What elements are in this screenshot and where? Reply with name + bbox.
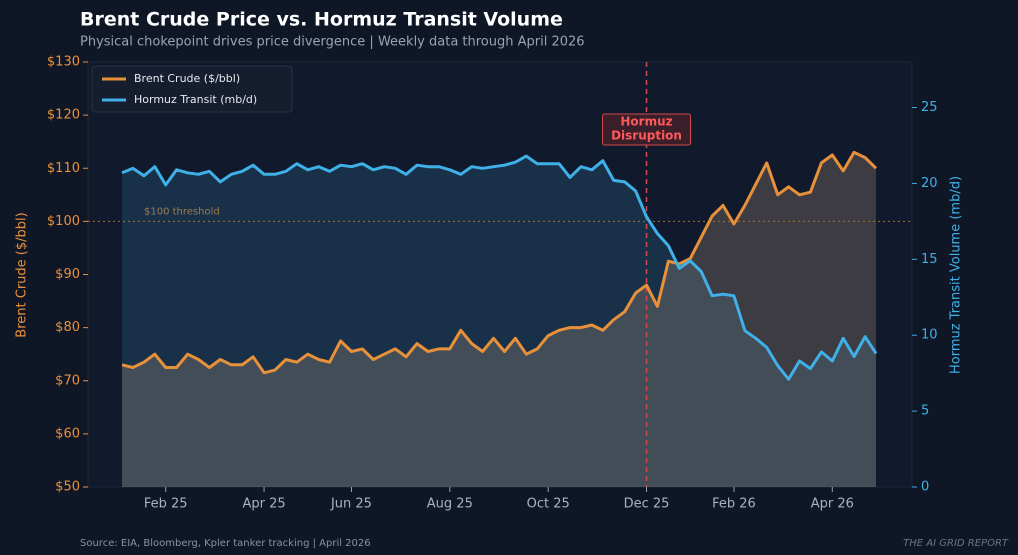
x-tick-label: Oct 25 <box>527 497 570 512</box>
y-tick-label: $100 <box>47 214 80 229</box>
area-fill <box>122 156 876 487</box>
y-tick-label: $130 <box>47 55 80 70</box>
source-note: Source: EIA, Bloomberg, Kpler tanker tra… <box>80 538 371 549</box>
x-tick-label: Feb 26 <box>712 497 756 512</box>
x-tick-label: Apr 26 <box>811 497 854 512</box>
y2-tick-label: 10 <box>921 328 938 343</box>
y-tick-label: $80 <box>55 320 80 335</box>
chart-subtitle: Physical chokepoint drives price diverge… <box>80 35 585 50</box>
y-tick-label: $60 <box>55 426 80 441</box>
y-tick-label: $70 <box>55 373 80 388</box>
event-label: Hormuz <box>620 115 672 129</box>
series-line <box>121 154 878 381</box>
series-line <box>121 150 878 375</box>
x-tick-label: Dec 25 <box>624 497 670 512</box>
y-tick-label: $90 <box>55 267 80 282</box>
legend-box <box>91 65 293 113</box>
y-tick-label: $50 <box>55 480 80 495</box>
legend-label: Brent Crude ($/bbl) <box>134 72 240 85</box>
threshold-label: $100 threshold <box>144 206 220 217</box>
x-tick-label: Jun 25 <box>330 497 372 512</box>
chart-title: Brent Crude Price vs. Hormuz Transit Vol… <box>80 9 563 31</box>
y-axis-label: Brent Crude ($/bbl) <box>15 212 30 337</box>
y-tick-label: $120 <box>47 108 80 123</box>
y-tick-label: $110 <box>47 161 80 176</box>
watermark: THE AI GRID REPORT <box>903 538 1009 549</box>
y2-tick-label: 5 <box>921 404 929 419</box>
event-box <box>602 113 692 146</box>
y2-axis-label: Hormuz Transit Volume (mb/d) <box>949 176 964 374</box>
area-fill <box>122 152 876 488</box>
event-label: Disruption <box>611 129 682 143</box>
x-tick-label: Aug 25 <box>427 497 473 512</box>
y2-tick-label: 15 <box>921 252 938 267</box>
y2-tick-label: 0 <box>921 480 929 495</box>
legend-label: Hormuz Transit (mb/d) <box>134 93 257 106</box>
x-tick-label: Apr 25 <box>242 497 285 512</box>
area-fill <box>122 152 876 488</box>
plot-area <box>87 61 913 488</box>
y2-tick-label: 20 <box>921 176 938 191</box>
y2-tick-label: 25 <box>921 100 938 115</box>
x-tick-label: Feb 25 <box>144 497 188 512</box>
